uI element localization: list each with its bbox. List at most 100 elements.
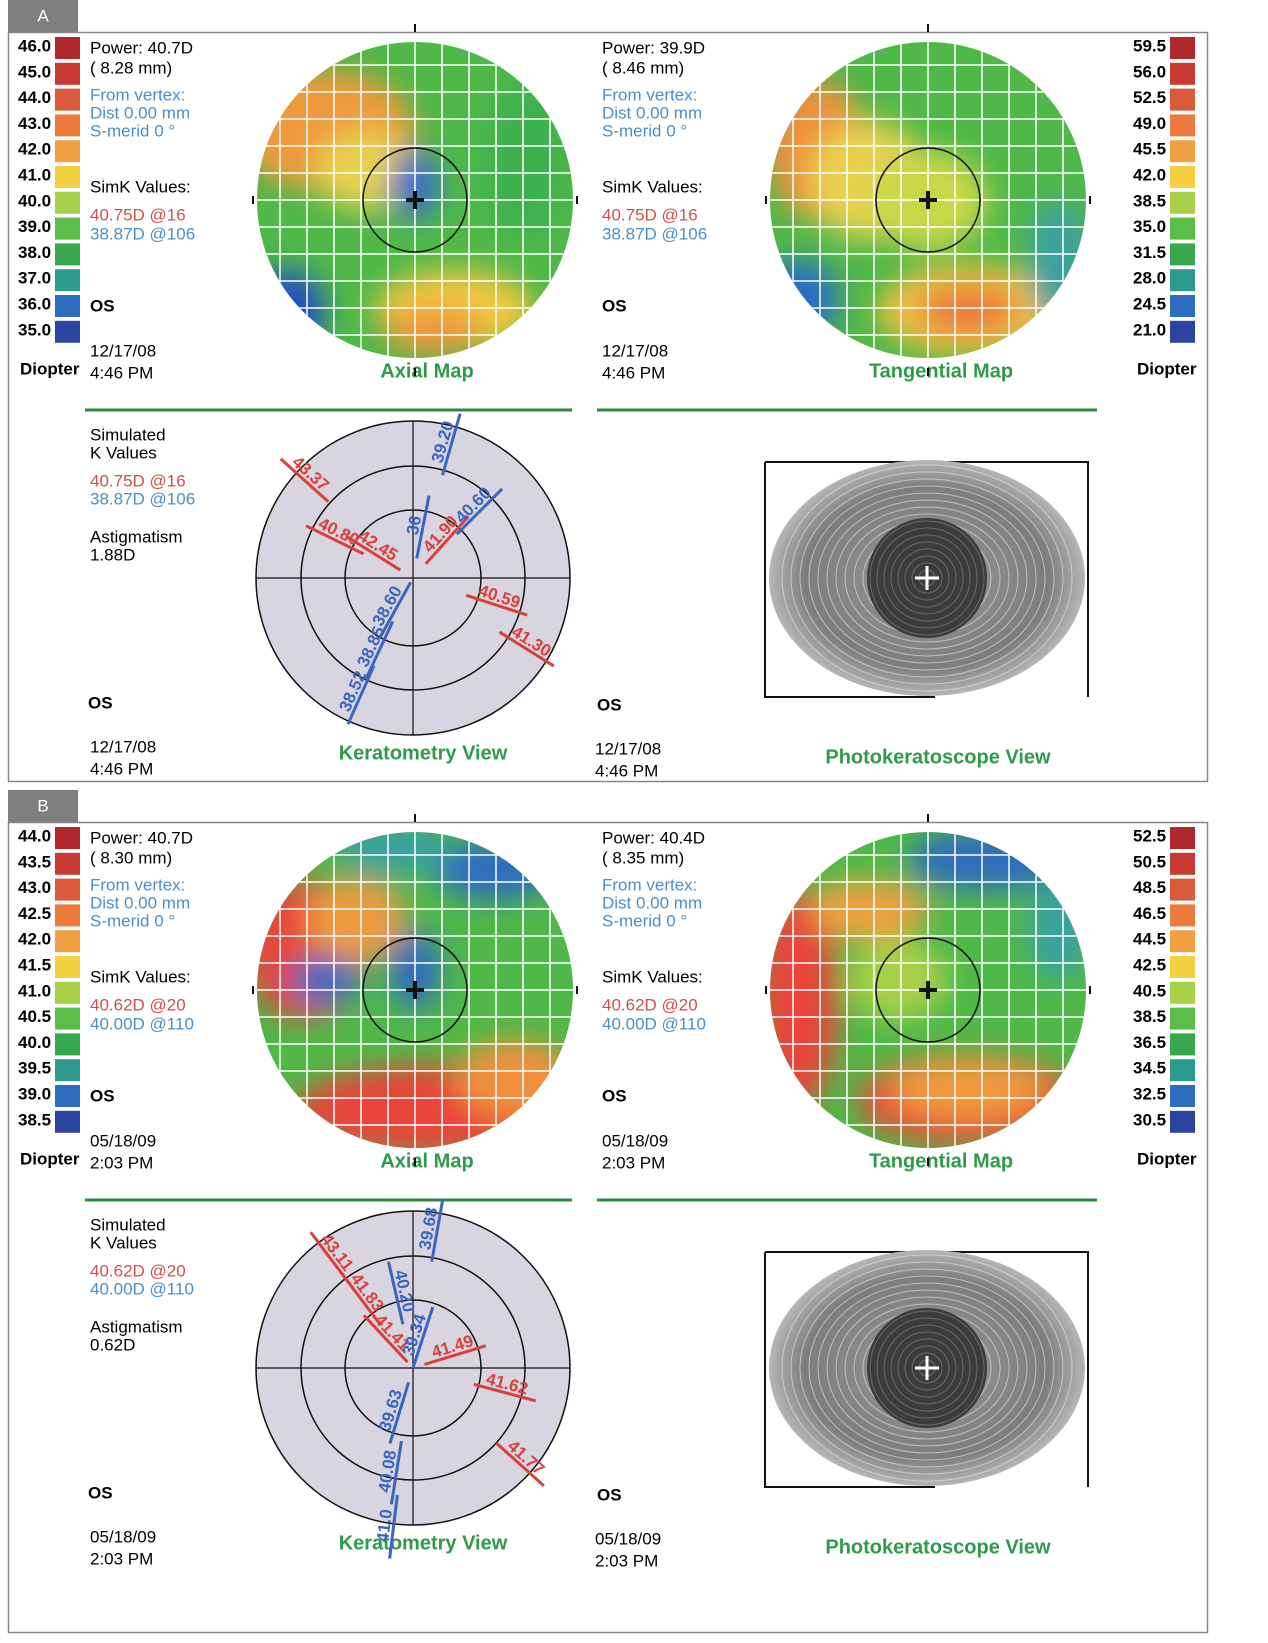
scale-label: 52.5 [1133,88,1166,107]
view-title: Keratometry View [339,742,508,764]
map-blob [257,270,325,350]
placido-ring [890,541,964,615]
sim-2: K Values [90,1233,157,1252]
scale-swatch [1170,1110,1195,1133]
scale-label: 35.0 [18,320,51,339]
placido-ring [883,1324,971,1412]
pupil-ring [362,937,468,1043]
scale-swatch [55,191,80,214]
placido-ring [826,499,1028,657]
panel-label-box [8,790,78,822]
photo-border [764,1251,1089,1488]
kerato-axes [256,421,570,735]
scale-label: 24.5 [1133,294,1166,313]
scale-swatch [1170,269,1195,292]
view-title: Photokeratoscope View [825,746,1051,768]
date: 05/18/09 [90,1131,156,1150]
power: Power: 40.4D [602,828,705,847]
placido-ring [799,1268,1055,1468]
time: 2:03 PM [595,1551,658,1570]
map-blob [1028,880,1086,980]
scale-swatch [1170,37,1195,59]
scale-label: 59.5 [1133,36,1166,55]
from-vertex: From vertex: [90,85,185,104]
map-title: Tangential Map [869,360,1013,382]
from-vertex: From vertex: [602,875,697,894]
scale-swatch [1170,981,1195,1004]
scale-label: 49.0 [1133,114,1166,133]
scale-label: 50.5 [1133,852,1166,871]
scale-label: 42.5 [18,904,51,923]
placido-ring [799,478,1055,678]
map-blob [908,832,1068,890]
scale-swatch [55,295,80,317]
scale-swatch [55,62,80,85]
eye-label: OS [88,693,113,712]
scale-swatch [55,166,80,188]
map-blob [808,880,928,940]
scale-label: 41.0 [18,165,51,184]
dist: Dist 0.00 mm [90,893,190,912]
from-vertex: From vertex: [602,85,697,104]
meridian-segment [388,1381,411,1444]
scale-swatch [55,114,80,137]
time: 2:03 PM [602,1153,665,1172]
simk-title: SimK Values: [602,177,703,196]
scale-swatch [55,1033,80,1056]
astig: 1.88D [90,545,135,564]
sim-2: K Values [90,443,157,462]
scale-swatch [1170,295,1195,317]
map-blob [888,1060,1048,1120]
time: 4:46 PM [90,759,153,778]
power: Power: 39.9D [602,38,705,57]
placido-ring [869,1310,985,1426]
scale-swatch [1170,62,1195,85]
map-title: Tangential Map [869,1150,1013,1172]
scale-swatch [55,981,80,1004]
scale-swatch [1170,140,1195,163]
date: 12/17/08 [90,341,156,360]
panel-label-box [8,0,78,32]
map-blob [315,130,415,210]
scale-swatch [55,930,80,953]
eye-label: OS [597,695,622,714]
pupil-ring [875,147,981,253]
panel: A 46.0 45.0 44.0 43.0 42.0 41.0 40.0 39.0 38.0 37.… [7,0,1209,783]
meridian-value: 36 [403,514,425,536]
placido-ring [904,555,950,601]
meridian-segment [387,1261,405,1325]
k2: 40.00D @110 [90,1279,194,1298]
scale-label: 40.0 [18,1033,51,1052]
scale-label: 42.0 [1133,165,1166,184]
placido-ring [808,485,1046,671]
scale-label: 38.5 [1133,1007,1166,1026]
scale-label: 30.5 [1133,1110,1166,1129]
k1: 40.62D @20 [90,1261,186,1280]
time: 4:46 PM [90,363,153,382]
meridian-segment [495,1441,545,1487]
meridian-segment [411,1306,435,1369]
simk-2: 40.00D @110 [602,1014,706,1033]
power: Power: 40.7D [90,828,193,847]
scale-label: 40.5 [18,1007,51,1026]
scale-label: 52.5 [1133,826,1166,845]
center-cross [919,981,937,999]
scale-swatch [1170,217,1195,240]
meridian-segment [430,1198,445,1262]
astig-title: Astigmatism [90,527,183,546]
scale-label: 36.0 [18,294,51,313]
scale-swatch [1170,904,1195,927]
scale-label: 28.0 [1133,269,1166,288]
meridian-segment [498,630,555,668]
center-cross [919,191,937,209]
s-merid: S-merid 0 ° [90,121,175,140]
simk-1: 40.62D @20 [602,995,698,1014]
scale-label: 43.0 [18,114,51,133]
scale-swatch [1170,956,1195,978]
scale-swatch [1170,827,1195,849]
scale-label: 34.5 [1133,1059,1166,1078]
scale-swatch [1170,852,1195,875]
date: 05/18/09 [595,1529,661,1548]
simk-2: 38.87D @106 [602,224,707,243]
map-blob [385,305,485,355]
